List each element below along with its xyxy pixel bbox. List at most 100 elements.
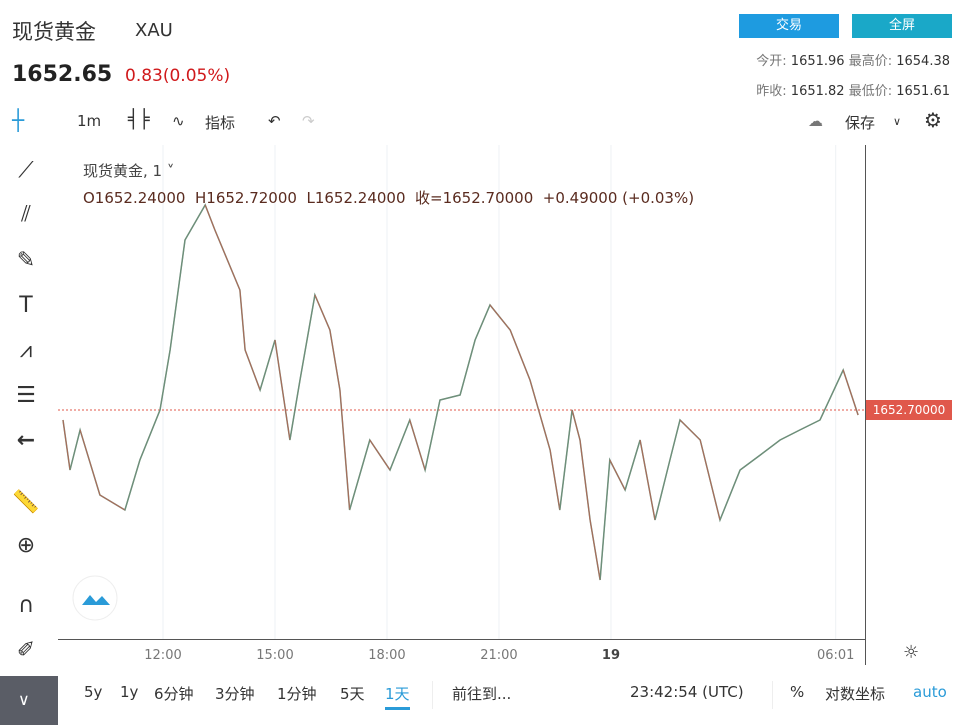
range-5y[interactable]: 5y — [84, 683, 103, 701]
stats-row-1: 今开: 1651.96 最高价: 1654.38 — [756, 50, 950, 69]
price-segment — [669, 419, 681, 461]
price-segment — [489, 304, 511, 331]
log-toggle[interactable]: 对数坐标 — [825, 685, 886, 703]
trend-line-icon[interactable]: ⟋ — [18, 158, 34, 183]
price-segment — [409, 419, 426, 471]
price-segment — [759, 439, 781, 456]
price-segment — [739, 454, 761, 471]
prediction-icon[interactable]: ☰ — [16, 383, 36, 408]
x-tick-label: 15:00 — [256, 648, 294, 663]
price-axis-border — [865, 145, 866, 665]
price-segment — [349, 439, 371, 511]
range-1min[interactable]: 1分钟 — [277, 685, 317, 703]
price-segment — [62, 419, 71, 471]
x-tick-label: 12:00 — [144, 648, 182, 663]
price-segment — [369, 439, 391, 471]
price-segment — [314, 294, 331, 331]
price-segment — [654, 459, 671, 521]
instrument-title: 现货黄金 — [12, 20, 96, 44]
price-segment — [204, 204, 216, 231]
price-segment — [559, 409, 573, 511]
price-segment — [679, 419, 701, 441]
clock: 23:42:54 (UTC) — [630, 683, 744, 701]
high-label: 最高价: — [848, 54, 893, 69]
price-segment — [159, 349, 171, 411]
price-chart[interactable] — [58, 145, 865, 640]
price-segment — [214, 229, 241, 291]
price-segment — [79, 429, 101, 496]
price-segment — [609, 459, 626, 491]
legend-name: 现货黄金, 1 — [83, 162, 163, 180]
chevron-down-icon[interactable]: ∨ — [893, 115, 902, 128]
low-label: 最低价: — [848, 84, 893, 99]
pattern-icon[interactable]: ⩘ — [19, 338, 33, 363]
symbol: XAU — [135, 20, 173, 41]
legend-title: 现货黄金, 1 ˅ — [83, 160, 174, 181]
percent-toggle[interactable]: % — [790, 683, 805, 701]
range-1y[interactable]: 1y — [120, 683, 139, 701]
logo-badge[interactable] — [72, 575, 118, 621]
price-segment — [799, 419, 821, 431]
back-arrow-icon[interactable]: ← — [16, 428, 36, 453]
lock-drawing-icon[interactable]: ✐ — [16, 638, 36, 663]
open-value: 1651.96 — [790, 54, 845, 69]
open-label: 今开: — [756, 54, 787, 69]
price-segment — [184, 204, 206, 241]
settings-sun-icon[interactable]: ☼ — [903, 642, 920, 663]
auto-toggle[interactable]: auto — [913, 683, 947, 701]
price-segment — [124, 459, 141, 511]
save-button[interactable]: 保存 — [845, 114, 876, 132]
cloud-icon[interactable]: ☁ — [808, 112, 823, 130]
candles-icon[interactable]: ╡╞ — [128, 109, 150, 130]
x-tick-label: 18:00 — [368, 648, 406, 663]
hide-toolbar-button[interactable]: ∨ — [0, 676, 58, 725]
undo-icon[interactable]: ↶ — [268, 112, 281, 130]
chart-toolbar: ┼ 1m ╡╞ ∿ 指标 ↶ ↷ ☁ 保存 ∨ ⚙ — [0, 108, 955, 136]
price-change: 0.83(0.05%) — [125, 66, 231, 86]
range-1d[interactable]: 1天 — [385, 683, 410, 710]
price-segment — [424, 399, 441, 471]
price-segment — [579, 439, 591, 521]
goto-button[interactable]: 前往到... — [452, 685, 512, 703]
price-segment — [139, 409, 161, 461]
price-segment — [274, 339, 291, 441]
range-6min[interactable]: 6分钟 — [154, 685, 194, 703]
last-price-label: 1652.70000 — [866, 400, 952, 420]
magnet-icon[interactable]: ∩ — [17, 593, 35, 618]
price-segment — [259, 339, 276, 391]
range-5d[interactable]: 5天 — [340, 685, 365, 703]
ruler-icon[interactable]: 📏 — [12, 490, 40, 515]
stats-row-2: 昨收: 1651.82 最低价: 1651.61 — [756, 80, 950, 99]
gear-icon[interactable]: ⚙ — [924, 108, 942, 132]
price-segment — [459, 339, 476, 396]
price-segment — [239, 289, 246, 351]
price-segment — [474, 304, 491, 341]
prev-close-label: 昨收: — [756, 84, 787, 99]
crosshair-icon[interactable]: ┼ — [12, 108, 25, 132]
chevron-down-icon: ∨ — [18, 690, 30, 709]
interval-button[interactable]: 1m — [77, 112, 102, 130]
x-tick-label: 19 — [601, 648, 620, 663]
current-price: 1652.65 — [12, 62, 113, 87]
price-segment — [819, 369, 844, 421]
price-segment — [624, 439, 641, 491]
price-segment — [529, 379, 551, 451]
fullscreen-button[interactable]: 全屏 — [852, 14, 952, 38]
fib-icon[interactable]: ⫽ — [21, 202, 31, 227]
price-segment — [699, 439, 721, 521]
x-tick-label: 21:00 — [480, 648, 518, 663]
price-segment — [99, 494, 126, 511]
price-segment — [842, 369, 859, 416]
redo-icon[interactable]: ↷ — [302, 112, 315, 130]
indicators-button[interactable]: 指标 — [205, 114, 236, 132]
range-3min[interactable]: 3分钟 — [215, 685, 255, 703]
chevron-down-icon[interactable]: ˅ — [166, 162, 175, 180]
trade-button[interactable]: 交易 — [739, 14, 839, 38]
x-tick-label: 06:01 — [816, 648, 855, 663]
brush-icon[interactable]: ✎ — [16, 248, 36, 273]
low-value: 1651.61 — [896, 84, 950, 99]
indicators-icon[interactable]: ∿ — [172, 112, 185, 130]
zoom-in-icon[interactable]: ⊕ — [16, 533, 36, 558]
prev-close-value: 1651.82 — [790, 84, 845, 99]
text-icon[interactable]: T — [19, 293, 33, 318]
